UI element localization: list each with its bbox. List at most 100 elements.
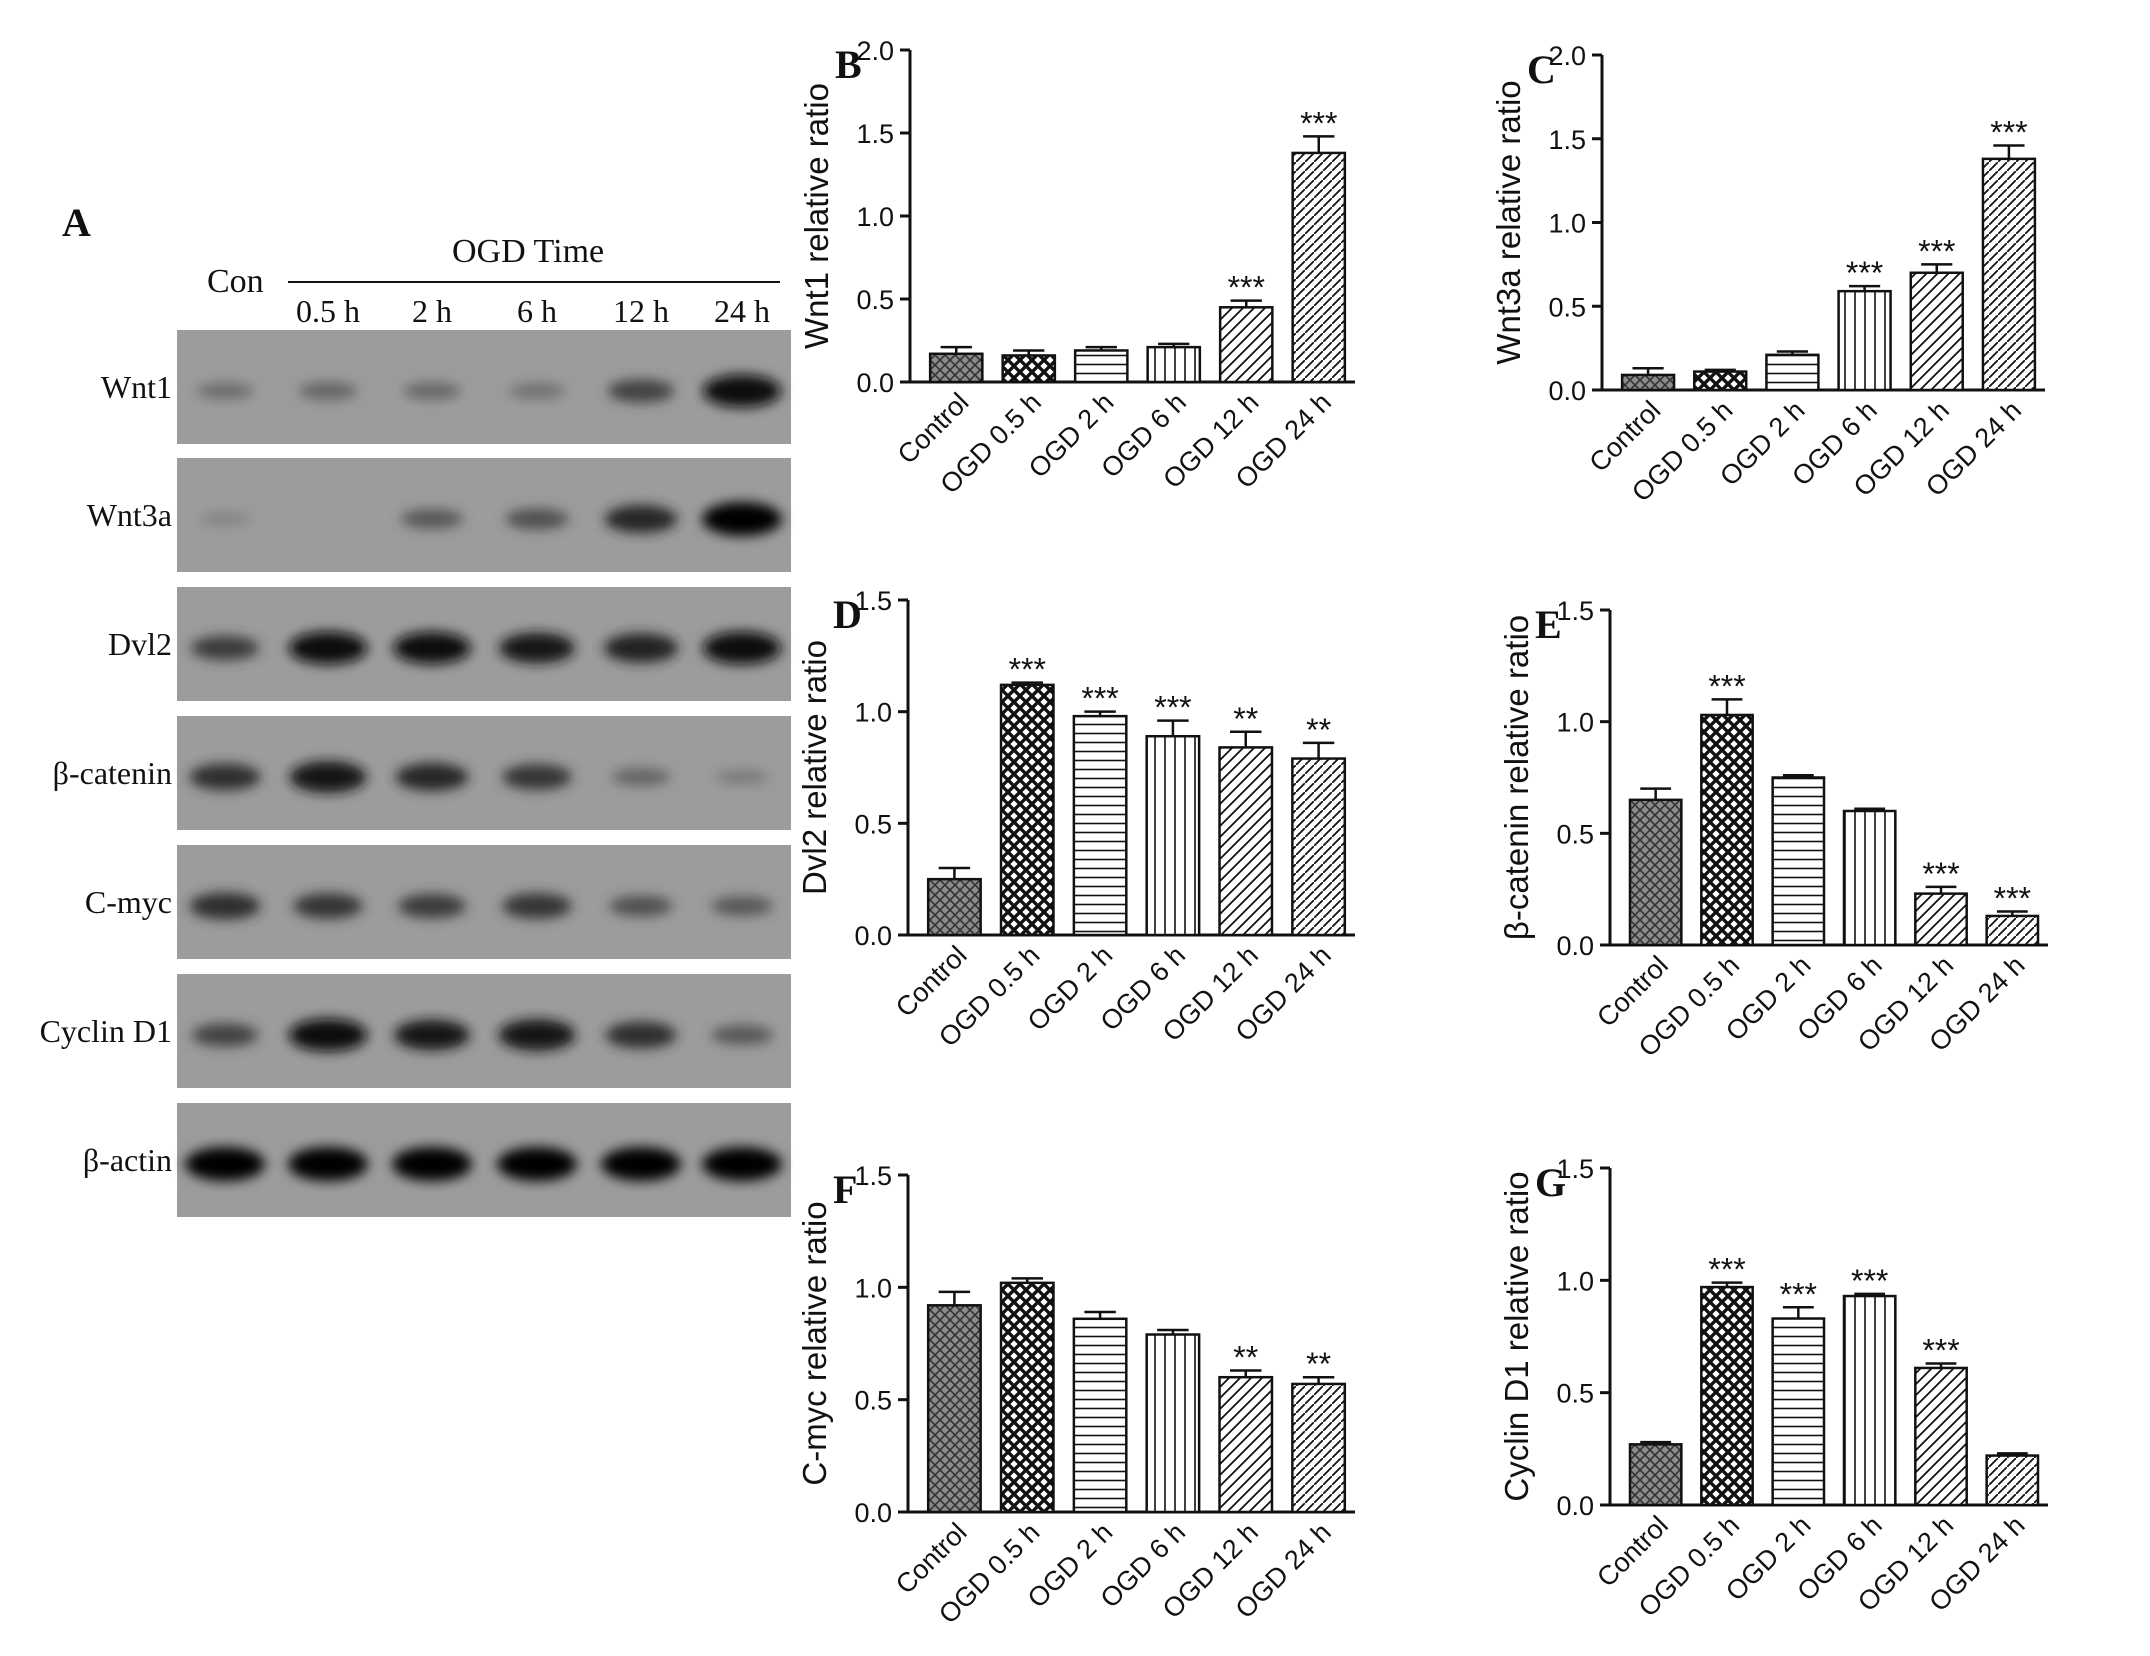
y-tick-label: 1.5 [856,119,894,149]
panel-label-c: C [1527,47,1556,92]
significance-marker: ** [1233,701,1258,737]
significance-marker: *** [1994,881,2031,917]
bar-control [926,1304,982,1514]
y-axis-label: Wnt1 relative ratio [798,83,835,349]
bar-ogd-0-5-h [1001,354,1057,384]
blot-row-cyclin-d1: Cyclin D1 [40,974,791,1088]
blot-strip [177,330,791,444]
panel-label-b: B [835,42,862,87]
blot-band [392,1147,472,1181]
panel-label-d: D [833,592,862,637]
y-tick-label: 0.5 [1556,1379,1594,1409]
significance-marker: *** [1851,1263,1888,1299]
significance-marker: *** [1918,233,1955,269]
y-axis-label: Cyclin D1 relative ratio [1498,1171,1535,1501]
bar-ogd-12-h [1914,892,1968,947]
bar-ogd-12-h [1218,746,1274,937]
time-point-label-12-h: 12 h [613,293,669,329]
bar-ogd-0-5-h [1700,713,1754,947]
y-tick-label: 2.0 [856,36,894,66]
y-tick-label: 1.5 [1556,596,1594,626]
bar-ogd-0-5-h [999,683,1055,937]
time-point-labels: 0.5 h 2 h 6 h 12 h 24 h [296,293,770,329]
y-tick-label: 0.5 [856,285,894,315]
bar-ogd-0-5-h [999,1281,1055,1514]
significance-marker: *** [1708,1252,1745,1288]
bar-control [1628,798,1683,947]
bar-control [1620,373,1676,392]
bar-ogd-12-h [1909,271,1964,392]
bar-ogd-6-h [1842,1294,1897,1507]
blot-band [714,770,770,784]
y-tick-label: 0.0 [854,921,892,951]
y-tick-label: 1.0 [854,1273,892,1303]
blot-band [288,1018,368,1052]
blot-row-wnt1: Wnt1 [101,330,791,444]
significance-marker: *** [1780,1276,1817,1312]
bar-control [926,877,982,937]
bar-ogd-24-h [1291,757,1347,937]
blot-row-beta-actin: β-actin [83,1103,791,1217]
blot-band [607,379,675,403]
y-tick-label: 1.0 [1556,708,1594,738]
blot-band [394,1019,470,1051]
blot-band [502,764,572,790]
blot-row-wnt3a: Wnt3a [87,458,791,572]
blot-strip [177,974,791,1088]
blot-band [605,1021,677,1049]
blot-band [711,1025,773,1045]
significance-marker: ** [1306,712,1331,748]
blot-band [395,763,469,791]
blot-band [298,382,358,400]
significance-marker: *** [1990,114,2027,150]
blot-strip [177,845,791,959]
blot-strip [177,716,791,830]
blot-band [502,893,572,919]
blot-band [609,895,673,917]
blot-band [198,513,252,525]
bar-ogd-2-h [1765,353,1820,392]
y-tick-label: 1.0 [854,698,892,728]
y-tick-label: 0.5 [1556,819,1594,849]
chart-f: F0.00.51.01.5C-myc relative ratioControl… [796,1161,1355,1630]
blot-rows: Wnt1 Wnt3a Dvl2 β-catenin C-myc Cyclin D1 β-ac… [40,330,791,1217]
blot-row-beta-catenin: β-catenin [53,716,791,830]
blot-row-label: β-actin [83,1142,172,1178]
time-point-label-24-h: 24 h [714,293,770,329]
y-tick-label: 0.0 [854,1498,892,1528]
bar-ogd-2-h [1072,1317,1128,1514]
bar-ogd-6-h [1146,345,1202,384]
y-tick-label: 0.0 [856,368,894,398]
blot-band [508,383,566,399]
y-axis-label: C-myc relative ratio [796,1201,833,1485]
blot-row-label: C-myc [85,884,172,920]
y-tick-label: 0.5 [854,1386,892,1416]
bar-ogd-0-5-h [1700,1285,1754,1507]
bar-ogd-12-h [1914,1366,1968,1507]
time-point-label-6-h: 6 h [517,293,557,329]
y-tick-label: 0.5 [854,809,892,839]
blot-band [604,505,678,533]
blot-band [604,633,678,663]
y-axis-label: β-catenin relative ratio [1498,615,1535,940]
bar-ogd-6-h [1837,289,1892,392]
bar-ogd-6-h [1145,1333,1201,1514]
bar-control [928,352,984,384]
bar-ogd-24-h [1981,157,2037,392]
blot-row-label: Cyclin D1 [40,1013,172,1049]
blot-band [702,502,782,536]
y-tick-label: 1.5 [1556,1154,1594,1184]
bar-ogd-6-h [1145,734,1201,937]
bar-ogd-12-h [1218,1375,1274,1514]
control-lane-label: Con [207,263,264,300]
y-tick-label: 0.5 [1548,292,1586,322]
blot-row-c-myc: C-myc [85,845,791,959]
blot-band [196,383,254,399]
y-tick-label: 1.5 [1548,125,1586,155]
blot-band [402,382,462,400]
